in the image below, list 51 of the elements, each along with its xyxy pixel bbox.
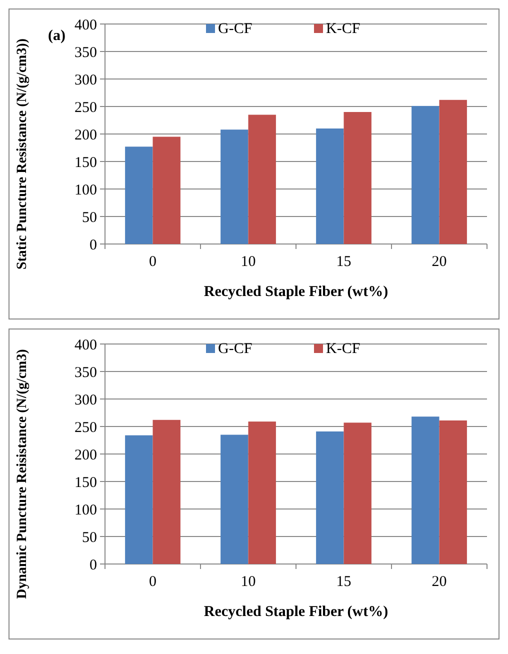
bar [344,422,372,564]
bar [439,100,467,244]
y-tick-label: 350 [74,44,97,61]
y-axis-title: Dynamic Puncture Reisistance (N/(g/cm3) [15,348,30,599]
bar [412,416,440,564]
legend-label: K-CF [326,21,360,37]
y-tick-label: 200 [74,447,97,464]
x-tick-label: 0 [149,254,156,270]
x-tick-label: 15 [336,254,352,270]
y-tick-label: 350 [74,364,97,381]
y-tick-label: 150 [74,474,97,491]
x-tick-label: 15 [336,574,352,590]
bar [152,136,180,244]
legend-label: K-CF [326,341,360,357]
y-tick-label: 200 [74,127,97,144]
bar [248,114,276,244]
bar [344,112,372,244]
bar [316,431,344,564]
y-tick-label: 400 [74,17,97,34]
y-tick-label: 250 [74,100,97,116]
y-axis-title: Static Puncture Resistance (N/(g/cm3)) [15,38,30,270]
bar [439,420,467,564]
legend-label: G-CF [218,341,252,357]
y-tick-label: 400 [74,337,97,354]
y-tick-label: 300 [74,72,97,88]
x-axis-title: Recycled Staple Fiber (wt%) [204,604,388,620]
text: (a) [48,28,66,44]
bar [248,422,276,564]
y-tick-label: 250 [74,420,97,436]
y-tick-label: 150 [74,154,97,171]
bar [220,130,248,244]
bar [220,434,248,564]
bar [316,128,344,244]
y-tick-label: 50 [82,530,97,546]
y-tick-label: 0 [90,237,97,254]
y-tick-label: 100 [74,182,97,198]
x-tick-label: 0 [149,574,156,590]
x-tick-label: 10 [240,574,256,590]
x-tick-label: 20 [432,574,447,590]
bar [152,420,180,564]
bar [125,146,153,244]
x-axis-title: Recycled Staple Fiber (wt%) [204,284,388,300]
x-tick-label: 20 [432,254,447,270]
x-tick-label: 10 [240,254,256,270]
bar [125,435,153,564]
y-tick-label: 100 [74,502,97,518]
y-tick-label: 0 [90,557,97,574]
y-tick-label: 50 [82,210,97,226]
y-tick-label: 300 [74,392,97,408]
legend-label: G-CF [218,21,252,37]
bar [412,106,440,244]
